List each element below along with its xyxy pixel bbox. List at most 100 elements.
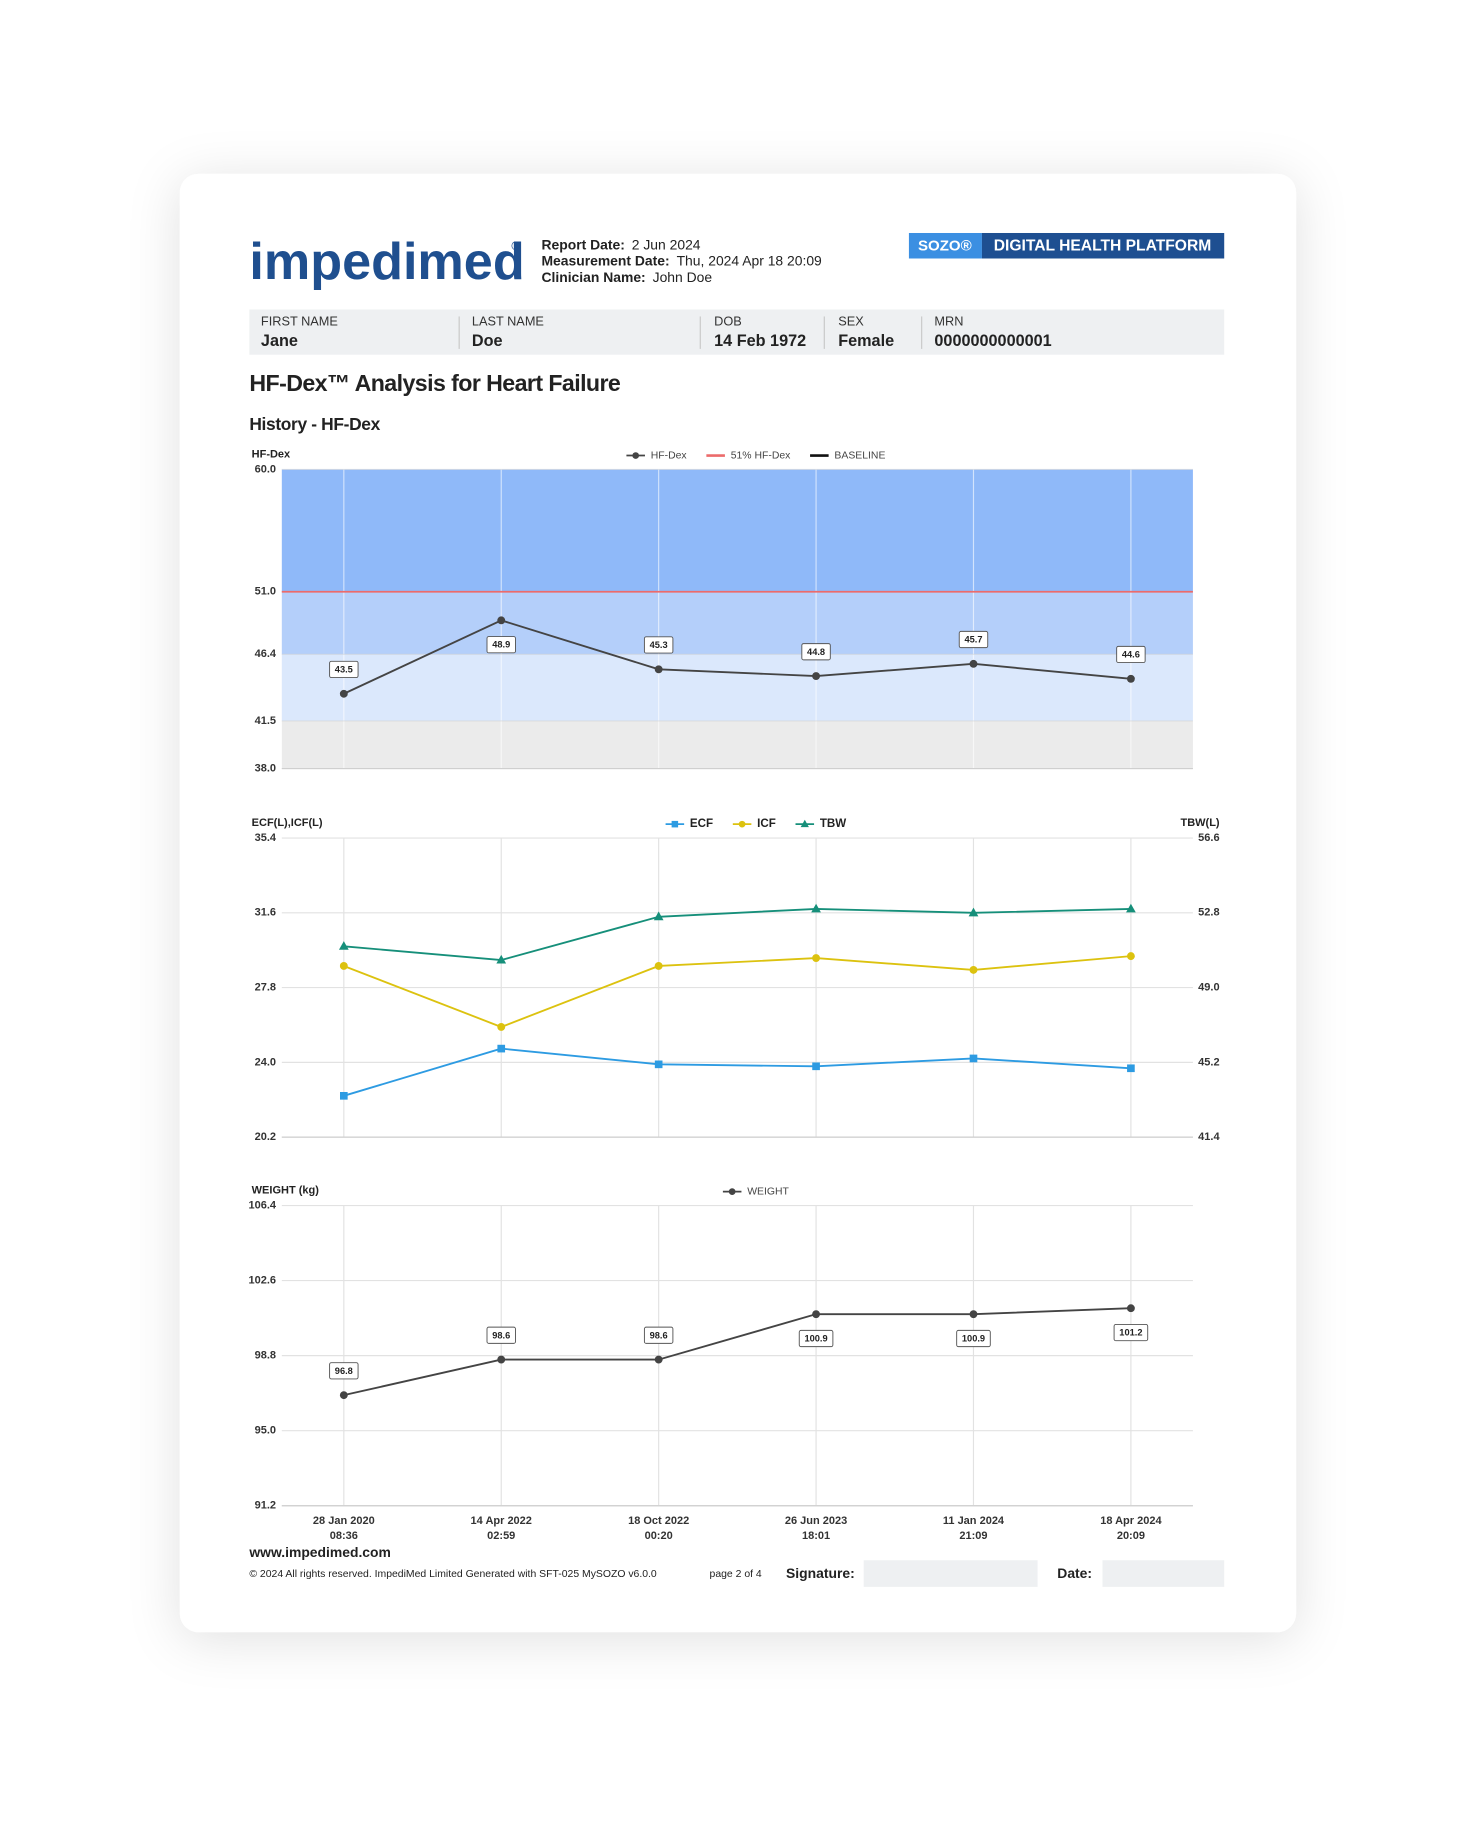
report-label: Measurement Date: [541, 253, 669, 269]
brand-mark: ® [511, 241, 520, 253]
legend-label: WEIGHT [747, 1186, 789, 1197]
patient-label: FIRST NAME [261, 314, 338, 329]
signature-field[interactable] [863, 1560, 1038, 1587]
data-label: 44.8 [807, 647, 825, 657]
chart: 20.2 24.0 27.8 31.6 35.4 41.4 45.2 49.0 52.8 56.6… [252, 817, 1221, 1143]
x-tick-label: 14 Apr 2022 02:59 [471, 1515, 532, 1542]
marker [728, 1188, 736, 1195]
data-label: 100.9 [804, 1334, 827, 1344]
marker [497, 1023, 506, 1031]
brand: impedimed [249, 233, 524, 291]
marker [339, 962, 348, 970]
marker [653, 911, 664, 921]
data-label-box [643, 636, 674, 654]
band [281, 591, 1193, 655]
y-axis-title: ECF(L),ICF(L) [252, 817, 323, 829]
marker [497, 616, 506, 625]
marker [339, 1391, 348, 1400]
series-line [343, 1047, 1131, 1097]
y-axis-title: HF-Dex [252, 448, 291, 460]
patient-label: MRN [934, 314, 963, 329]
marker [654, 962, 663, 970]
y-tick-label: 60.0 [255, 463, 276, 475]
band [281, 720, 1193, 769]
y2-tick-label: 52.8 [1198, 907, 1219, 919]
legend: ECF ICF TBW [665, 818, 846, 830]
marker [632, 452, 640, 459]
patient-value: 14 Feb 1972 [714, 332, 806, 350]
y-tick-label: 38.0 [255, 762, 276, 774]
data-label: 44.6 [1122, 649, 1140, 659]
patient-label: LAST NAME [472, 314, 544, 329]
series-line [343, 1307, 1131, 1397]
subtitle: History - HF-Dex [249, 414, 380, 434]
x-tick-label: 18 Apr 2024 20:09 [1100, 1515, 1162, 1542]
patient-label: DOB [714, 314, 742, 329]
x-tick-label: 18 Oct 2022 00:20 [628, 1515, 689, 1542]
series-line [343, 619, 1131, 695]
legend-label: HF-Dex [651, 450, 688, 461]
marker [812, 1062, 820, 1071]
y2-tick-label: 49.0 [1198, 982, 1219, 994]
marker [812, 672, 821, 681]
legend-label: 51% HF-Dex [731, 450, 791, 461]
series-line [343, 955, 1131, 1028]
date-field[interactable] [1102, 1560, 1225, 1587]
y-tick-label: 35.4 [255, 832, 277, 844]
badge-left-text: SOZO® [918, 237, 972, 254]
marker [1126, 674, 1135, 683]
patient-bar [249, 309, 1225, 355]
signature-label: Signature: [786, 1565, 855, 1581]
data-label-box [956, 1329, 991, 1348]
data-label-box [329, 660, 359, 678]
x-tick-label: 26 Jun 2023 18:01 [785, 1515, 847, 1542]
patient-value: Doe [472, 332, 503, 350]
marker [1127, 1064, 1135, 1073]
data-label: 45.3 [650, 640, 668, 650]
report-value: 2 Jun 2024 [632, 236, 701, 252]
legend: HF-Dex 51% HF-Dex BASELINE [626, 450, 885, 461]
marker [969, 1310, 978, 1319]
marker [800, 819, 809, 828]
data-label-box [958, 630, 989, 649]
data-label: 96.8 [335, 1366, 353, 1376]
y2-tick-label: 45.2 [1198, 1056, 1219, 1068]
marker [338, 941, 349, 950]
marker [654, 1060, 663, 1069]
data-label: 43.5 [335, 664, 353, 674]
badge-left [908, 232, 982, 259]
chart: 38.0 41.5 46.4 51.0 60.0 HF-Dex 43.5 48.9 45.3 44… [252, 448, 1193, 774]
legend-label: ECF [690, 818, 713, 830]
marker [497, 1044, 506, 1053]
data-label: 101.2 [1119, 1328, 1142, 1338]
marker [339, 689, 348, 698]
data-label: 45.7 [964, 635, 982, 645]
title: HF-Dex™ Analysis for Heart Failure [249, 370, 621, 396]
data-label: 98.6 [650, 1330, 668, 1340]
data-label: 100.9 [962, 1334, 985, 1344]
legend-label: TBW [820, 818, 846, 830]
y2-axis-title: TBW(L) [1180, 817, 1219, 829]
y-tick-label: 95.0 [255, 1425, 276, 1437]
y-tick-label: 41.5 [255, 715, 276, 727]
marker [654, 665, 663, 674]
y-tick-label: 31.6 [255, 907, 276, 919]
marker [969, 1054, 978, 1063]
marker [812, 1310, 821, 1319]
data-label: 48.9 [492, 640, 510, 650]
y-tick-label: 98.8 [255, 1350, 276, 1362]
band [281, 469, 1193, 592]
band [281, 654, 1193, 721]
y-tick-label: 24.0 [255, 1056, 276, 1068]
patient-value: Female [838, 332, 894, 350]
marker [340, 1091, 348, 1100]
y-tick-label: 102.6 [248, 1274, 276, 1286]
date-label: Date: [1057, 1565, 1092, 1581]
data-label-box [798, 1329, 834, 1348]
data-label-box [801, 643, 831, 661]
data-label-box [486, 1326, 516, 1344]
marker [968, 907, 979, 917]
y-tick-label: 46.4 [255, 648, 277, 660]
legend-label: BASELINE [834, 450, 885, 461]
